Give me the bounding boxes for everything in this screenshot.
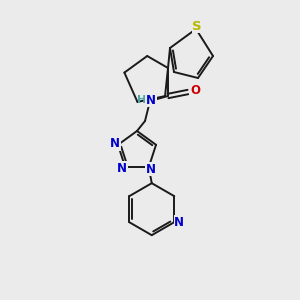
- Text: N: N: [146, 94, 156, 106]
- Text: N: N: [146, 163, 156, 176]
- Text: N: N: [117, 162, 127, 175]
- Text: N: N: [110, 137, 120, 150]
- Text: H: H: [137, 95, 147, 105]
- Text: O: O: [190, 85, 200, 98]
- Text: N: N: [174, 216, 184, 229]
- Text: S: S: [192, 20, 202, 32]
